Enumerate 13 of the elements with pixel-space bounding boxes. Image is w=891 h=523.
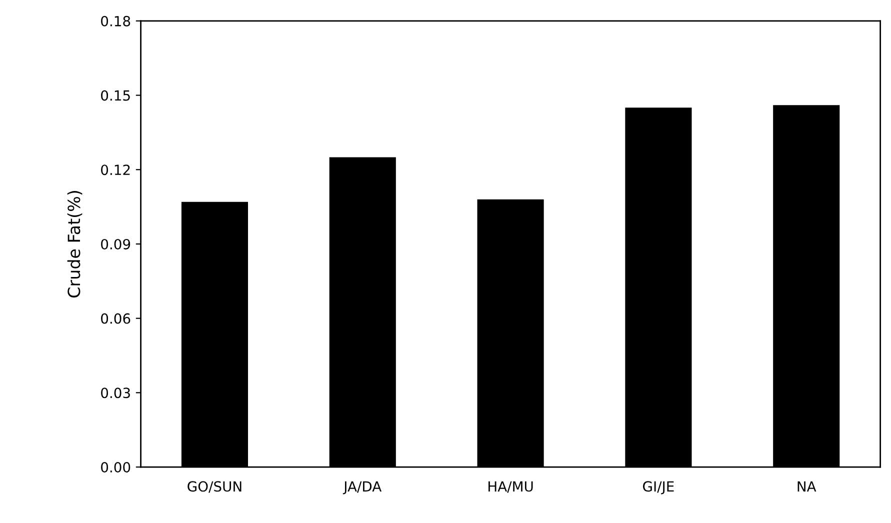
y-tick-label: 0.00	[101, 462, 130, 473]
x-tick-label: GI/JE	[643, 481, 674, 494]
y-tick-label: 0.12	[101, 164, 130, 176]
y-tick-label: 0.09	[101, 238, 130, 250]
y-tick-label: 0.03	[101, 388, 130, 398]
x-tick-label: NA	[798, 481, 816, 492]
x-tick-label: HA/MU	[488, 481, 533, 493]
y-tick-label: 0.18	[101, 16, 130, 26]
x-tick-label: JA/DA	[342, 481, 382, 494]
y-axis-title: Crude Fat(%)	[67, 190, 82, 298]
y-tick-label: 0.15	[101, 90, 130, 101]
y-tick-label: 0.06	[101, 313, 130, 324]
x-tick-label: GO/SUN	[188, 481, 242, 493]
